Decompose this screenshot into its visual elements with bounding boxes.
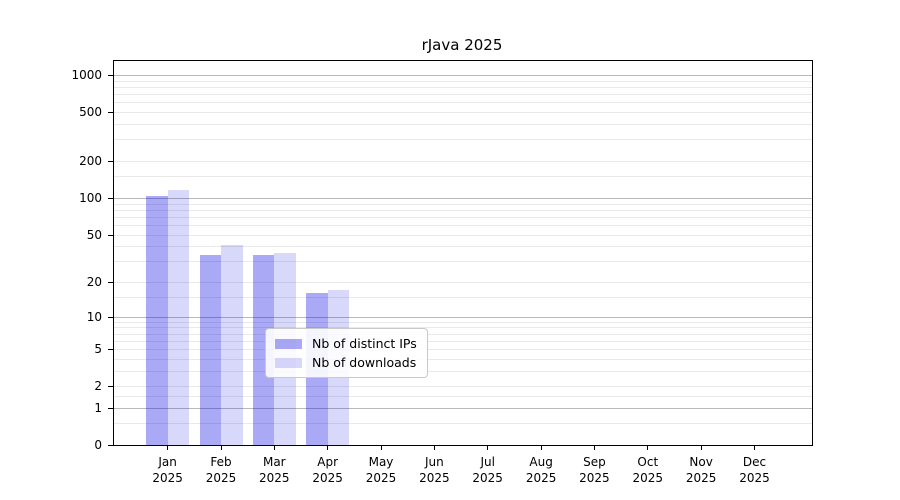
- gridline-minor: [114, 246, 812, 248]
- y-tick-label: 5: [94, 342, 102, 357]
- x-tick-mark: [327, 445, 329, 450]
- x-tick-mark: [380, 445, 382, 450]
- gridline-minor: [114, 423, 812, 425]
- x-tick-mark: [220, 445, 222, 450]
- chart-title: rJava 2025: [421, 36, 503, 54]
- y-tick-mark: [108, 197, 113, 199]
- gridline-minor: [114, 358, 812, 360]
- x-tick-label: Apr 2025: [312, 455, 343, 485]
- y-tick-mark: [108, 349, 113, 351]
- y-tick-mark: [108, 316, 113, 318]
- y-tick-mark: [108, 112, 113, 114]
- legend-swatch-downloads: [275, 357, 302, 368]
- gridline-minor: [114, 386, 812, 388]
- x-tick-label: Jun 2025: [419, 455, 450, 485]
- y-tick-label: 200: [79, 154, 102, 168]
- bar-distinct-ips: [199, 254, 221, 445]
- gridline-minor: [114, 112, 812, 114]
- gridline-major: [114, 407, 812, 409]
- x-tick-mark: [647, 445, 649, 450]
- x-tick-label: Jul 2025: [472, 455, 503, 485]
- y-tick-mark: [108, 386, 113, 388]
- x-tick-label: Mar 2025: [259, 455, 290, 485]
- x-tick-label: May 2025: [365, 455, 397, 485]
- y-tick-label: 2: [94, 379, 102, 394]
- x-tick-mark: [487, 445, 489, 450]
- x-tick-mark: [593, 445, 595, 450]
- gridline-minor: [114, 282, 812, 283]
- y-tick-label: 50: [86, 227, 102, 242]
- gridline-minor: [114, 209, 812, 211]
- gridline-minor: [114, 234, 812, 236]
- y-tick-label: 20: [86, 275, 102, 289]
- x-tick-label: Nov 2025: [685, 455, 717, 485]
- legend-swatch-distinct-ips: [275, 338, 302, 349]
- y-tick-mark: [108, 75, 113, 76]
- y-tick-label: 1000: [71, 68, 102, 82]
- bar-downloads: [221, 244, 243, 445]
- gridline-minor: [114, 102, 812, 104]
- legend-row: Nb of downloads: [266, 353, 427, 372]
- y-tick-label: 100: [79, 190, 102, 205]
- gridline-minor: [114, 296, 812, 298]
- x-tick-label: Dec 2025: [739, 455, 770, 485]
- bar-distinct-ips: [252, 254, 275, 445]
- bar-downloads: [167, 190, 190, 445]
- gridline-minor: [114, 261, 812, 263]
- gridline-minor: [114, 176, 812, 178]
- y-tick-label: 0: [94, 438, 102, 452]
- gridline-minor: [114, 87, 812, 88]
- x-tick-label: Oct 2025: [632, 455, 664, 485]
- gridline-minor: [114, 340, 812, 342]
- gridline-minor: [114, 349, 812, 351]
- gridline-minor: [114, 161, 812, 162]
- x-tick-mark: [700, 445, 702, 450]
- y-tick-label: 10: [86, 309, 102, 324]
- gridline-minor: [114, 327, 812, 329]
- gridline-minor: [114, 216, 812, 218]
- gridline-major: [114, 75, 812, 76]
- gridline-minor: [114, 370, 812, 372]
- gridline-major: [114, 316, 812, 318]
- gridline-minor: [114, 203, 812, 205]
- y-tick-label: 1: [94, 400, 102, 415]
- x-tick-label: Feb 2025: [205, 455, 237, 485]
- x-tick-label: Aug 2025: [525, 455, 557, 485]
- gridline-minor: [114, 333, 812, 335]
- gridline-minor: [114, 124, 812, 125]
- y-tick-mark: [108, 282, 113, 283]
- gridline-minor: [114, 94, 812, 96]
- x-tick-mark: [754, 445, 755, 450]
- y-tick-mark: [108, 234, 113, 236]
- y-tick-mark: [108, 161, 113, 162]
- x-tick-mark: [167, 445, 169, 450]
- plot-area: 0 1 2 5 10 20 50 100 200 500 1000 Jan 2025 Feb 2025 M…: [71, 60, 813, 485]
- legend-label: Nb of distinct IPs: [312, 336, 417, 351]
- x-tick-mark: [273, 445, 275, 450]
- gridline-minor: [114, 395, 812, 397]
- x-tick-mark: [540, 445, 542, 450]
- x-tick-label: Sep 2025: [579, 455, 610, 485]
- gridline-major: [114, 197, 812, 199]
- legend-label: Nb of downloads: [312, 355, 417, 370]
- legend: Nb of distinct IPs Nb of downloads: [265, 328, 428, 378]
- y-tick-mark: [108, 407, 113, 409]
- gridline-minor: [114, 80, 812, 82]
- gridline-minor: [114, 139, 812, 141]
- y-tick-label: 500: [79, 105, 102, 120]
- y-tick-mark: [108, 445, 113, 446]
- legend-row: Nb of distinct IPs: [266, 334, 427, 353]
- bar-distinct-ips: [146, 196, 168, 445]
- x-tick-mark: [433, 445, 435, 450]
- x-tick-label: Jan 2025: [152, 455, 183, 485]
- gridline-minor: [114, 224, 812, 226]
- gridline-minor: [114, 321, 812, 323]
